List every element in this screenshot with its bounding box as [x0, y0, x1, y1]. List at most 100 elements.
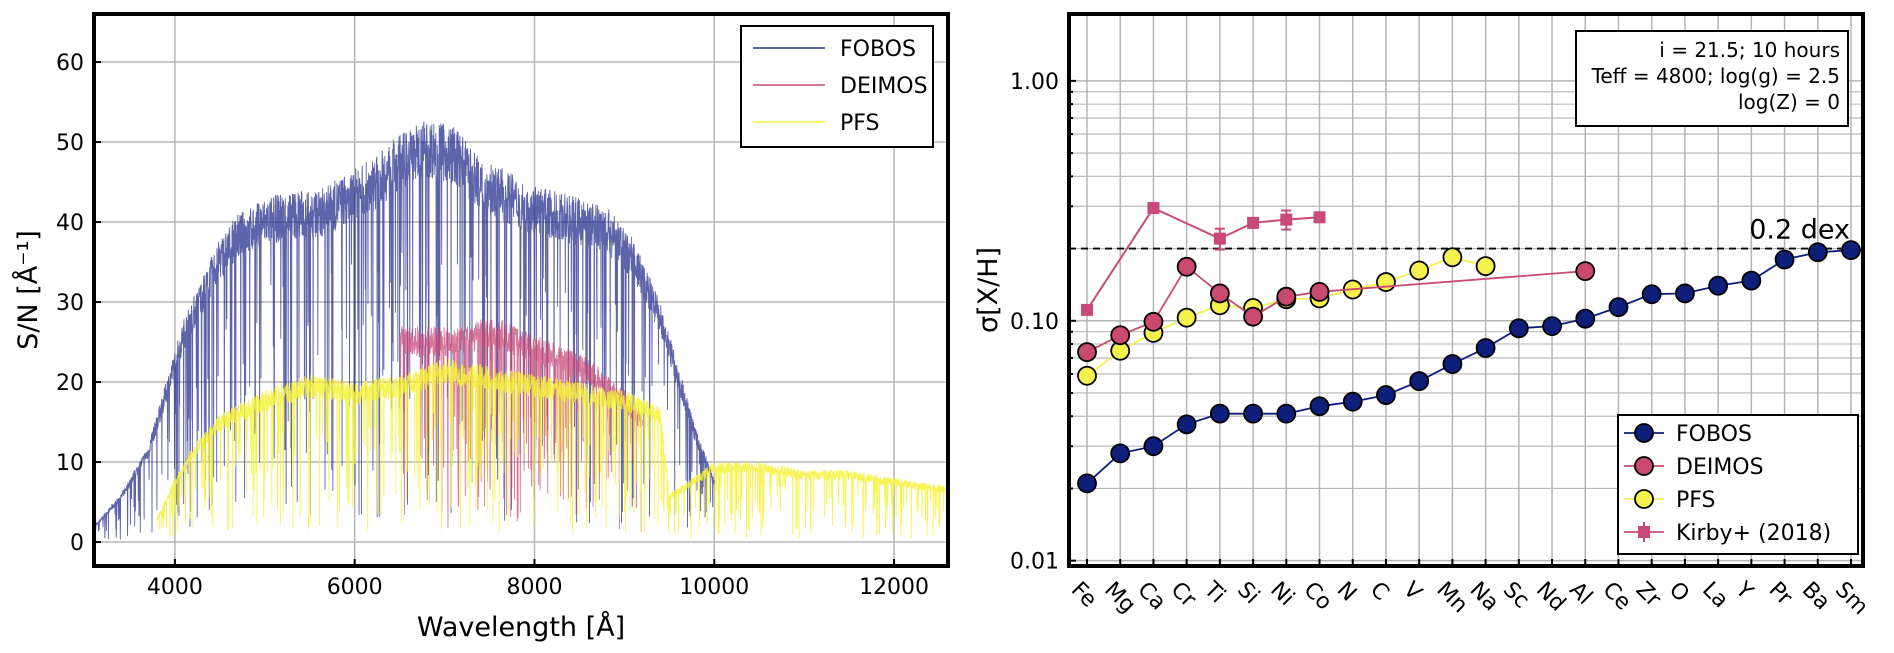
- abundance-y-tick-label: 0.10: [1010, 310, 1059, 335]
- abundance-marker-deimos: [1077, 342, 1097, 363]
- sn-xlabel: Wavelength [Å]: [417, 611, 625, 643]
- abundance-marker-fobos: [1209, 403, 1230, 424]
- abundance-marker-pfs: [1176, 307, 1197, 328]
- abundance-marker-fobos: [1542, 316, 1562, 337]
- abundance-x-tick-label: Ba: [1797, 577, 1835, 615]
- abundance-marker-fobos: [1475, 338, 1496, 358]
- abundance-legend-label: Kirby+ (2018): [1676, 521, 1831, 546]
- abundance-legend: FOBOS DEIMOS PFS Kirby+ (2018): [1617, 414, 1859, 555]
- sn-y-tick-label: 0: [70, 531, 84, 556]
- abundance-x-tick-label: Cr: [1166, 577, 1202, 613]
- abundance-x-tick-label: N: [1332, 577, 1361, 606]
- sn-frame: [92, 12, 950, 568]
- abundance-marker-fobos: [1409, 371, 1430, 392]
- abundance-marker-deimos: [1575, 261, 1596, 282]
- kirby-marker: [1147, 202, 1160, 215]
- sn-series-lines: [93, 121, 949, 540]
- abundance-marker-fobos: [1110, 443, 1131, 464]
- abundance-marker-fobos: [1708, 275, 1729, 296]
- kirby-marker: [1081, 303, 1093, 316]
- abundance-x-tick-label: Nd: [1531, 577, 1570, 616]
- abundance-series: [1077, 202, 1861, 494]
- sn-legend-box: [740, 25, 934, 148]
- abundance-marker-pfs: [1409, 260, 1430, 281]
- abundance-frame: [1067, 12, 1865, 568]
- abundance-marker-fobos: [1508, 318, 1529, 339]
- kirby-marker: [1247, 216, 1260, 229]
- abundance-marker-deimos: [1143, 311, 1164, 332]
- sn-x-tick-label: 6000: [327, 575, 383, 600]
- sn-grid: [94, 14, 948, 566]
- abundance-line-1: [1086, 265, 1586, 353]
- abundance-marker-pfs: [1376, 272, 1396, 292]
- abundance-legend-label: DEIMOS: [1676, 455, 1764, 480]
- abundance-marker-deimos: [1110, 325, 1131, 346]
- abundance-marker-deimos: [1276, 286, 1297, 307]
- abundance-legend-marker: [1634, 489, 1654, 509]
- abundance-y-tick-label: 0.01: [1010, 550, 1059, 575]
- sn-y-tick-label: 60: [56, 51, 84, 76]
- abundance-marker-fobos: [1807, 242, 1828, 263]
- sn-y-tick-label: 10: [56, 451, 84, 476]
- abundance-marker-fobos: [1077, 473, 1097, 494]
- abundance-legend-box: [1617, 414, 1859, 555]
- abundance-x-tick-label: Ni: [1265, 577, 1299, 611]
- reference-line: 0.2 dex: [1069, 215, 1863, 250]
- abundance-marker-deimos: [1209, 283, 1230, 304]
- abundance-marker-fobos: [1376, 385, 1396, 405]
- sn-legend-label: FOBOS: [840, 37, 916, 62]
- sn-x-tick-label: 8000: [506, 575, 562, 600]
- sn-y-tick-label: 50: [56, 131, 84, 156]
- abundance-x-tick-label: Mg: [1099, 577, 1140, 618]
- kirby-marker: [1280, 213, 1293, 226]
- abundance-x-tick-label: Ce: [1597, 577, 1635, 615]
- abundance-marker-pfs: [1077, 365, 1097, 386]
- reference-line-label: 0.2 dex: [1749, 215, 1850, 246]
- sn-legend-label: DEIMOS: [840, 74, 928, 99]
- abundance-x-tick-label: La: [1697, 577, 1733, 613]
- sn-panel: 4000 6000 8000 10000 12000 0 10 20 30 40 50 60 Wave…: [12, 12, 950, 643]
- abundance-x-tick-label: Y: [1730, 577, 1758, 605]
- abundance-marker-deimos: [1243, 306, 1263, 327]
- sn-series-deimos: [399, 319, 643, 532]
- abundance-marker-fobos: [1342, 391, 1363, 412]
- abundance-marker-fobos: [1243, 403, 1263, 424]
- abundance-x-tick-label: Ti: [1198, 577, 1230, 609]
- sn-x-tick-label: 4000: [147, 575, 203, 600]
- abundance-marker-fobos: [1641, 284, 1662, 305]
- abundance-x-tick-label: Pr: [1764, 577, 1798, 611]
- abundance-legend-label: PFS: [1676, 488, 1716, 513]
- sn-series-fobos: [93, 121, 715, 540]
- abundance-x-tick-label: Sc: [1498, 577, 1534, 613]
- abundance-x-tick-label: Na: [1465, 577, 1504, 616]
- abundance-x-tick-label: Ca: [1132, 577, 1170, 615]
- abundance-marker-pfs: [1475, 256, 1496, 276]
- info-line: i = 21.5; 10 hours: [1659, 38, 1840, 62]
- abundance-marker-deimos: [1176, 256, 1197, 277]
- abundance-x-tick-label: Al: [1564, 577, 1597, 610]
- sn-y-tick-label: 20: [56, 371, 84, 396]
- sn-ticks: 4000 6000 8000 10000 12000 0 10 20 30 40 50 60: [56, 51, 929, 600]
- abundance-marker-fobos: [1176, 414, 1197, 435]
- abundance-ylabel: σ[X/H]: [973, 247, 1004, 333]
- abundance-y-tick-label: 1.00: [1010, 70, 1059, 95]
- abundance-legend-marker: [1634, 423, 1654, 443]
- abundance-marker-fobos: [1841, 240, 1861, 261]
- info-line: log(Z) = 0: [1738, 90, 1840, 114]
- abundance-marker-fobos: [1442, 354, 1463, 374]
- sn-x-tick-label: 12000: [859, 575, 929, 600]
- abundance-marker-pfs: [1442, 247, 1463, 268]
- abundance-legend-label: FOBOS: [1676, 422, 1752, 447]
- abundance-marker-fobos: [1608, 297, 1629, 318]
- sn-ylabel: S/N [Å⁻¹]: [12, 230, 44, 350]
- kirby-marker: [1313, 211, 1326, 224]
- abundance-marker-fobos: [1675, 283, 1695, 304]
- abundance-legend-marker: [1634, 456, 1654, 476]
- abundance-marker-deimos: [1309, 281, 1330, 302]
- abundance-x-tick-label: Si: [1232, 577, 1264, 609]
- abundance-x-tick-label: Zr: [1631, 577, 1666, 612]
- sn-y-tick-label: 30: [56, 291, 84, 316]
- abundance-x-tick-label: C: [1365, 577, 1394, 606]
- info-box-frame: [1575, 30, 1849, 127]
